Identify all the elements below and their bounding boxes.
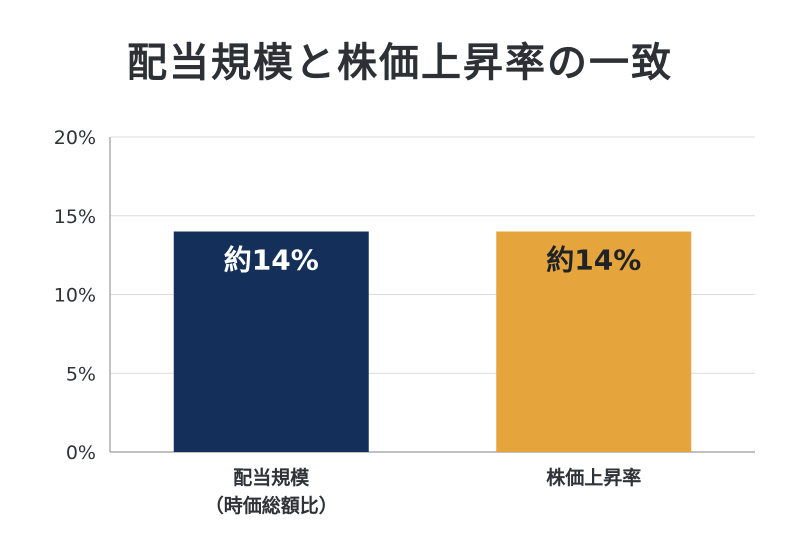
bar (173, 231, 369, 452)
bars: 約14% 約14% (173, 231, 692, 452)
y-axis: 0% 5% 10% 15% 20% (54, 127, 111, 464)
y-tick-label: 5% (66, 363, 96, 385)
x-category-label: 株価上昇率 (546, 466, 641, 489)
y-tick-label: 10% (54, 285, 96, 307)
x-axis: 配当規模 （時価総額比） 株価上昇率 (205, 466, 642, 517)
y-tick-label: 0% (66, 442, 96, 464)
x-category-label: 配当規模 (233, 466, 310, 489)
y-tick-label: 15% (54, 206, 96, 228)
data-label: 約14% (546, 244, 641, 277)
bar (496, 231, 692, 452)
y-tick-label: 20% (54, 127, 96, 149)
x-category-label: （時価総額比） (205, 494, 338, 517)
chart-title: 配当規模と株価上昇率の一致 (127, 40, 673, 86)
data-label: 約14% (224, 244, 319, 277)
